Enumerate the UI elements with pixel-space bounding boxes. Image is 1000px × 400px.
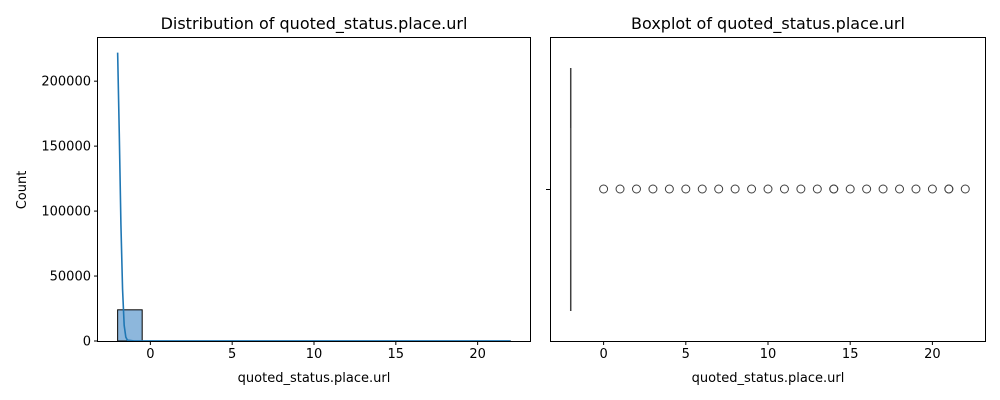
boxplot-outlier-point [812, 184, 822, 194]
boxplot-title: Boxplot of quoted_status.place.url [631, 14, 905, 34]
boxplot-outlier-point [615, 184, 625, 194]
boxplot-x-tick-label: 15 [842, 347, 859, 362]
boxplot-outlier-point [730, 184, 740, 194]
boxplot-outlier-point [779, 184, 789, 194]
boxplot-outlier-point [648, 184, 658, 194]
histogram-y-ticks: 0 50000 100000 150000 200000 [41, 75, 98, 350]
boxplot-x-tick-label: 10 [760, 347, 777, 362]
boxplot-outlier-point [895, 184, 905, 194]
boxplot-x-axis-label: quoted_status.place.url [692, 371, 845, 386]
boxplot-outlier-point [697, 184, 707, 194]
histogram-x-axis-label: quoted_status.place.url [238, 371, 391, 386]
histogram-x-tick-label: 10 [306, 347, 323, 362]
boxplot-outlier-point [763, 184, 773, 194]
histogram-x-tick-label: 20 [469, 347, 486, 362]
histogram-y-tick-label: 100000 [41, 205, 91, 220]
histogram-plot-frame [97, 37, 531, 342]
boxplot-x-tick-label: 20 [924, 347, 941, 362]
histogram-marks [116, 52, 511, 342]
histogram-x-tick-label: 0 [146, 347, 154, 362]
boxplot-outlier-point [796, 184, 806, 194]
boxplot-x-ticks: 0 5 10 15 20 [599, 341, 941, 362]
boxplot-outlier-point [944, 184, 954, 194]
histogram-bar [117, 309, 143, 342]
boxplot-outlier-point [631, 184, 641, 194]
boxplot-outlier-point [960, 184, 970, 194]
boxplot-outlier-point [599, 184, 609, 194]
boxplot-outlier-point [862, 184, 872, 194]
histogram-panel: Distribution of quoted_status.place.url … [15, 14, 531, 386]
histogram-x-tick-label: 5 [228, 347, 236, 362]
histogram-x-tick-label: 15 [388, 347, 405, 362]
boxplot-plot-frame [550, 37, 986, 342]
boxplot-outlier-point [878, 184, 888, 194]
histogram-y-tick-label: 150000 [41, 140, 91, 155]
boxplot-outlier-point [911, 184, 921, 194]
boxplot-outlier-point [845, 184, 855, 194]
boxplot-outlier-point [747, 184, 757, 194]
boxplot-x-tick-label: 5 [682, 347, 690, 362]
boxplot-outlier-point [829, 184, 839, 194]
histogram-title: Distribution of quoted_status.place.url [161, 14, 468, 34]
boxplot-outlier-point [927, 184, 937, 194]
boxplot-panel: Boxplot of quoted_status.place.url 0 5 10 1… [546, 14, 986, 386]
histogram-y-tick-label: 200000 [41, 75, 91, 90]
histogram-y-axis-label: Count [15, 171, 30, 210]
boxplot-marks [569, 68, 970, 311]
histogram-y-tick-label: 50000 [50, 270, 91, 285]
boxplot-outlier-point [714, 184, 724, 194]
kde-curve-line [116, 52, 511, 342]
boxplot-x-tick-label: 0 [599, 347, 607, 362]
histogram-x-ticks: 0 5 10 15 20 [146, 341, 486, 362]
histogram-y-tick-label: 0 [83, 335, 91, 350]
boxplot-outlier-point [664, 184, 674, 194]
boxplot-outlier-point [681, 184, 691, 194]
